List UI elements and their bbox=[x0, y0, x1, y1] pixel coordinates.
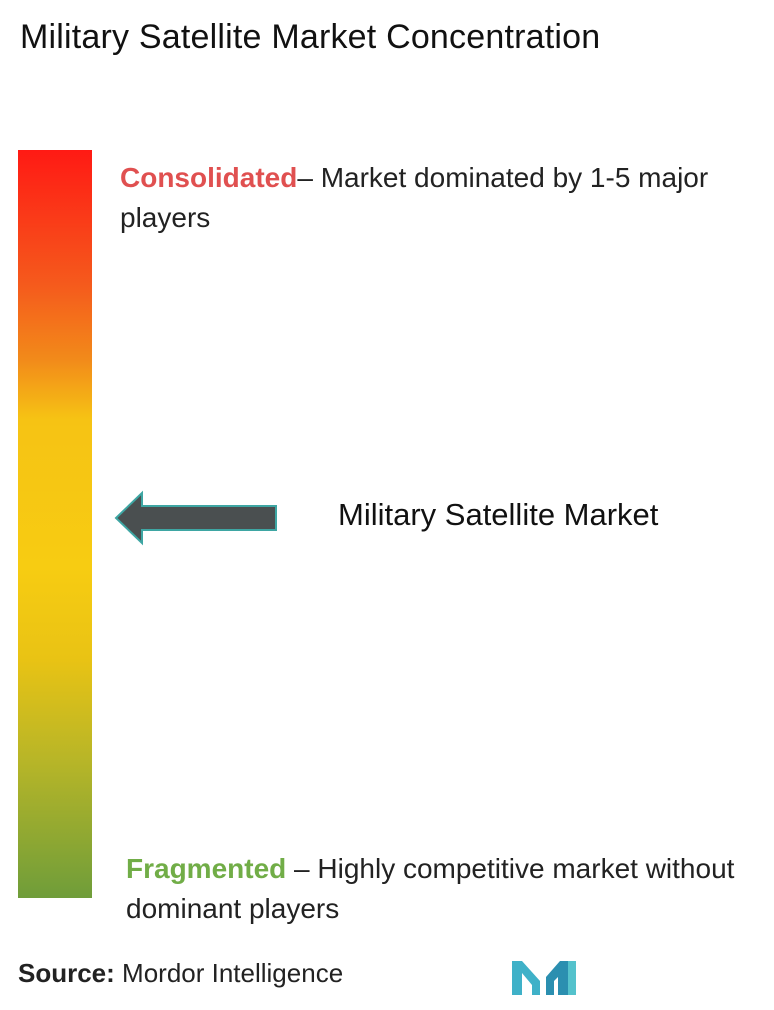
source-value: Mordor Intelligence bbox=[114, 958, 344, 988]
consolidated-keyword: Consolidated bbox=[120, 162, 298, 193]
fragmented-description: Fragmented – Highly competitive market w… bbox=[126, 849, 756, 929]
page-title: Military Satellite Market Concentration bbox=[20, 18, 601, 56]
source-label: Source: bbox=[18, 958, 115, 988]
fragmented-keyword: Fragmented bbox=[126, 853, 287, 884]
mordor-intelligence-logo bbox=[512, 961, 576, 995]
fragmented-text: – Highly competitive market without domi… bbox=[126, 853, 735, 924]
market-position-label: Military Satellite Market bbox=[338, 497, 659, 532]
consolidated-text: – Market dominated by 1-5 major players bbox=[120, 162, 709, 233]
consolidated-description: Consolidated– Market dominated by 1-5 ma… bbox=[120, 158, 720, 238]
left-arrow-icon bbox=[114, 490, 277, 546]
concentration-gradient-bar bbox=[18, 150, 92, 898]
source-line: Source: Mordor Intelligence bbox=[18, 958, 343, 989]
